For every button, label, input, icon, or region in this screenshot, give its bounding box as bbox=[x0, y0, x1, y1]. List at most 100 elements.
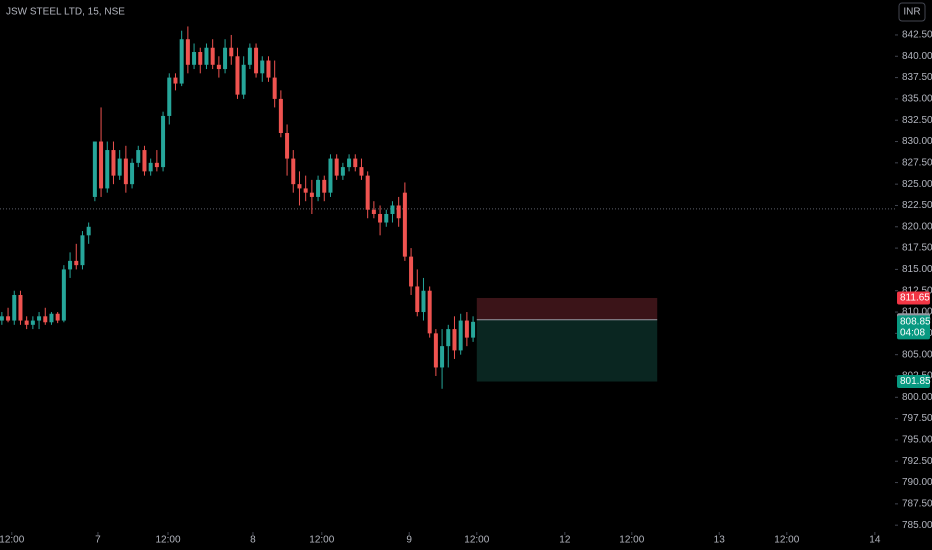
candle-body bbox=[229, 47, 234, 57]
candle-body bbox=[334, 158, 339, 176]
candle-body bbox=[285, 133, 290, 159]
y-tick-label: 835.00 bbox=[902, 94, 932, 105]
candle-body bbox=[179, 39, 184, 84]
candle-body bbox=[148, 162, 153, 172]
candle-body bbox=[247, 47, 252, 65]
candle-body bbox=[235, 56, 240, 95]
candle-body bbox=[130, 162, 135, 185]
currency-button[interactable] bbox=[898, 2, 926, 22]
target-zone bbox=[476, 319, 658, 382]
candle-body bbox=[30, 320, 35, 325]
y-tick-label: 810.00 bbox=[902, 307, 932, 318]
candle-body bbox=[433, 333, 438, 368]
y-tick-label: 830.00 bbox=[902, 136, 932, 147]
y-tick-label: 785.00 bbox=[902, 520, 932, 531]
price-label-box bbox=[897, 291, 930, 305]
candle-body bbox=[216, 64, 221, 70]
candle-body bbox=[173, 77, 178, 84]
candle-body bbox=[204, 47, 209, 65]
x-tick-label: 12:00 bbox=[774, 535, 799, 546]
price-label-box bbox=[897, 315, 930, 340]
candle-body bbox=[24, 320, 29, 325]
candle-body bbox=[396, 205, 401, 219]
candle-body bbox=[291, 158, 296, 185]
candle-body bbox=[123, 158, 128, 185]
price-label-box bbox=[897, 375, 930, 389]
y-tick-label: 822.50 bbox=[902, 200, 932, 211]
candle-body bbox=[409, 256, 414, 287]
candle-body bbox=[384, 213, 389, 223]
candle-body bbox=[440, 346, 445, 368]
candle-body bbox=[241, 64, 246, 95]
candle-body bbox=[421, 290, 426, 313]
candle-body bbox=[185, 39, 190, 65]
x-tick-label: 12:00 bbox=[464, 535, 489, 546]
candle-body bbox=[55, 313, 60, 321]
candle-body bbox=[142, 150, 147, 172]
x-tick-label: 9 bbox=[406, 535, 412, 546]
price-label: 808.85 bbox=[900, 316, 931, 327]
candle-body bbox=[266, 60, 271, 78]
candle-body bbox=[309, 192, 314, 197]
y-tick-label: 827.50 bbox=[902, 157, 932, 168]
candle-body bbox=[198, 52, 203, 65]
candle-body bbox=[446, 329, 451, 347]
candle-body bbox=[316, 179, 321, 197]
candle-body bbox=[347, 158, 352, 168]
x-tick-label: 12:00 bbox=[309, 535, 334, 546]
candle-body bbox=[353, 158, 358, 168]
candle-body bbox=[340, 167, 345, 176]
x-tick-label: 14 bbox=[869, 535, 881, 546]
stop-zone bbox=[476, 297, 658, 320]
candle-body bbox=[371, 209, 376, 214]
candle-body bbox=[390, 205, 395, 214]
x-tick-label: 8 bbox=[250, 535, 256, 546]
y-tick-label: 842.50 bbox=[902, 30, 932, 41]
candle-body bbox=[359, 167, 364, 176]
candle-body bbox=[154, 162, 159, 168]
candle-body bbox=[254, 47, 259, 74]
candle-body bbox=[111, 150, 116, 176]
countdown: 04:08 bbox=[900, 327, 925, 338]
x-tick-label: 13 bbox=[714, 535, 726, 546]
candle-body bbox=[74, 260, 79, 266]
candle-body bbox=[260, 60, 265, 74]
candle-body bbox=[402, 192, 407, 257]
y-tick-label: 837.50 bbox=[902, 72, 932, 83]
candle-body bbox=[365, 175, 370, 210]
candle-body bbox=[49, 313, 54, 323]
candle-body bbox=[192, 52, 197, 65]
candle-body bbox=[37, 316, 42, 321]
candle-body bbox=[278, 98, 283, 133]
currency-label[interactable]: INR bbox=[903, 7, 920, 18]
candle-body bbox=[18, 294, 23, 321]
x-tick-label: 12 bbox=[559, 535, 571, 546]
x-tick-label: 7 bbox=[95, 535, 101, 546]
y-tick-label: 815.00 bbox=[902, 264, 932, 275]
y-tick-label: 797.50 bbox=[902, 413, 932, 424]
x-tick-label: 12:00 bbox=[0, 535, 25, 546]
candle-body bbox=[92, 141, 97, 197]
candle-body bbox=[117, 158, 122, 176]
candle-body bbox=[61, 269, 66, 321]
candle-body bbox=[303, 188, 308, 193]
candle-body bbox=[223, 47, 228, 70]
x-tick-label: 12:00 bbox=[619, 535, 644, 546]
candle-body bbox=[0, 316, 4, 321]
candle-body bbox=[80, 235, 85, 266]
candle-body bbox=[161, 115, 166, 168]
candle-body bbox=[458, 320, 463, 351]
y-tick-label: 790.00 bbox=[902, 477, 932, 488]
candle-body bbox=[105, 150, 110, 189]
candle-body bbox=[328, 158, 333, 193]
candle-body bbox=[272, 77, 277, 99]
y-tick-label: 787.50 bbox=[902, 499, 932, 510]
candle-body bbox=[167, 77, 172, 116]
candle-body bbox=[12, 294, 17, 321]
candle-body bbox=[99, 141, 104, 189]
y-tick-label: 832.50 bbox=[902, 115, 932, 126]
y-tick-label: 792.50 bbox=[902, 456, 932, 467]
y-tick-label: 840.00 bbox=[902, 51, 932, 62]
